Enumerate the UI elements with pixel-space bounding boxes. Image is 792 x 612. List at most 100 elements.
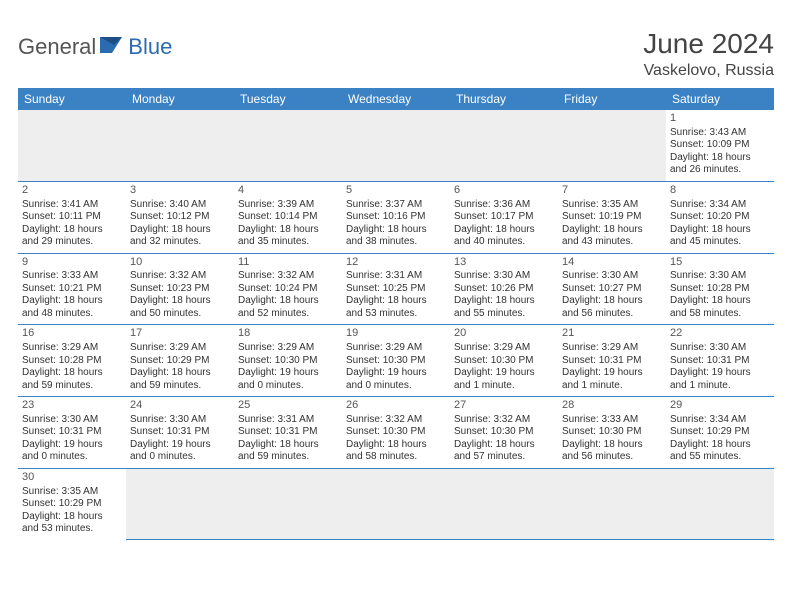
location: Vaskelovo, Russia bbox=[643, 62, 774, 80]
daylight-line1: Daylight: 18 hours bbox=[346, 224, 446, 237]
daylight-line2: and 43 minutes. bbox=[562, 236, 662, 249]
daylight-line1: Daylight: 18 hours bbox=[670, 295, 770, 308]
sunrise-text: Sunrise: 3:37 AM bbox=[346, 199, 446, 212]
calendar-table: Sunday Monday Tuesday Wednesday Thursday… bbox=[18, 88, 774, 540]
daylight-line1: Daylight: 19 hours bbox=[238, 367, 338, 380]
day-number: 17 bbox=[130, 327, 230, 341]
calendar-day-cell: 21Sunrise: 3:29 AMSunset: 10:31 PMDaylig… bbox=[558, 325, 666, 397]
sunset-text: Sunset: 10:25 PM bbox=[346, 283, 446, 296]
sunset-text: Sunset: 10:28 PM bbox=[22, 355, 122, 368]
day-number: 29 bbox=[670, 399, 770, 413]
weekday-header: Sunday bbox=[18, 88, 126, 110]
sunset-text: Sunset: 10:19 PM bbox=[562, 211, 662, 224]
sunrise-text: Sunrise: 3:32 AM bbox=[130, 270, 230, 283]
sunset-text: Sunset: 10:31 PM bbox=[22, 426, 122, 439]
daylight-line2: and 56 minutes. bbox=[562, 308, 662, 321]
calendar-day-cell bbox=[234, 468, 342, 539]
calendar-day-cell: 16Sunrise: 3:29 AMSunset: 10:28 PMDaylig… bbox=[18, 325, 126, 397]
calendar-day-cell: 13Sunrise: 3:30 AMSunset: 10:26 PMDaylig… bbox=[450, 253, 558, 325]
calendar-week-row: 30Sunrise: 3:35 AMSunset: 10:29 PMDaylig… bbox=[18, 468, 774, 539]
daylight-line1: Daylight: 18 hours bbox=[22, 224, 122, 237]
calendar-day-cell bbox=[558, 110, 666, 181]
daylight-line1: Daylight: 18 hours bbox=[670, 439, 770, 452]
sunset-text: Sunset: 10:30 PM bbox=[454, 426, 554, 439]
day-number: 19 bbox=[346, 327, 446, 341]
daylight-line1: Daylight: 18 hours bbox=[130, 224, 230, 237]
day-number: 3 bbox=[130, 184, 230, 198]
title-block: June 2024 Vaskelovo, Russia bbox=[643, 28, 774, 80]
sunset-text: Sunset: 10:23 PM bbox=[130, 283, 230, 296]
sunset-text: Sunset: 10:14 PM bbox=[238, 211, 338, 224]
calendar-day-cell: 14Sunrise: 3:30 AMSunset: 10:27 PMDaylig… bbox=[558, 253, 666, 325]
daylight-line2: and 59 minutes. bbox=[22, 380, 122, 393]
calendar-day-cell bbox=[342, 468, 450, 539]
weekday-header: Thursday bbox=[450, 88, 558, 110]
sunrise-text: Sunrise: 3:29 AM bbox=[130, 342, 230, 355]
weekday-header: Wednesday bbox=[342, 88, 450, 110]
day-number: 14 bbox=[562, 256, 662, 270]
calendar-day-cell: 6Sunrise: 3:36 AMSunset: 10:17 PMDayligh… bbox=[450, 181, 558, 253]
calendar-day-cell: 20Sunrise: 3:29 AMSunset: 10:30 PMDaylig… bbox=[450, 325, 558, 397]
sunset-text: Sunset: 10:30 PM bbox=[346, 355, 446, 368]
sunrise-text: Sunrise: 3:34 AM bbox=[670, 199, 770, 212]
brand-part2: Blue bbox=[128, 34, 172, 60]
calendar-day-cell: 2Sunrise: 3:41 AMSunset: 10:11 PMDayligh… bbox=[18, 181, 126, 253]
calendar-day-cell: 22Sunrise: 3:30 AMSunset: 10:31 PMDaylig… bbox=[666, 325, 774, 397]
daylight-line1: Daylight: 18 hours bbox=[454, 224, 554, 237]
daylight-line1: Daylight: 19 hours bbox=[454, 367, 554, 380]
sunset-text: Sunset: 10:30 PM bbox=[562, 426, 662, 439]
sunrise-text: Sunrise: 3:30 AM bbox=[670, 270, 770, 283]
calendar-day-cell: 24Sunrise: 3:30 AMSunset: 10:31 PMDaylig… bbox=[126, 397, 234, 469]
day-number: 5 bbox=[346, 184, 446, 198]
header: General Blue June 2024 Vaskelovo, Russia bbox=[18, 28, 774, 80]
sunrise-text: Sunrise: 3:32 AM bbox=[238, 270, 338, 283]
sunset-text: Sunset: 10:30 PM bbox=[238, 355, 338, 368]
month-title: June 2024 bbox=[643, 28, 774, 60]
daylight-line1: Daylight: 18 hours bbox=[346, 295, 446, 308]
daylight-line1: Daylight: 18 hours bbox=[22, 367, 122, 380]
calendar-week-row: 23Sunrise: 3:30 AMSunset: 10:31 PMDaylig… bbox=[18, 397, 774, 469]
sunrise-text: Sunrise: 3:43 AM bbox=[670, 127, 770, 140]
daylight-line2: and 38 minutes. bbox=[346, 236, 446, 249]
daylight-line1: Daylight: 18 hours bbox=[238, 224, 338, 237]
sunrise-text: Sunrise: 3:29 AM bbox=[346, 342, 446, 355]
daylight-line2: and 0 minutes. bbox=[238, 380, 338, 393]
daylight-line1: Daylight: 18 hours bbox=[130, 295, 230, 308]
calendar-day-cell: 19Sunrise: 3:29 AMSunset: 10:30 PMDaylig… bbox=[342, 325, 450, 397]
sunrise-text: Sunrise: 3:33 AM bbox=[562, 414, 662, 427]
calendar-day-cell bbox=[450, 110, 558, 181]
calendar-day-cell: 10Sunrise: 3:32 AMSunset: 10:23 PMDaylig… bbox=[126, 253, 234, 325]
daylight-line2: and 0 minutes. bbox=[346, 380, 446, 393]
sunrise-text: Sunrise: 3:40 AM bbox=[130, 199, 230, 212]
sunset-text: Sunset: 10:31 PM bbox=[130, 426, 230, 439]
daylight-line2: and 58 minutes. bbox=[670, 308, 770, 321]
sunrise-text: Sunrise: 3:29 AM bbox=[238, 342, 338, 355]
daylight-line2: and 1 minute. bbox=[562, 380, 662, 393]
calendar-head: Sunday Monday Tuesday Wednesday Thursday… bbox=[18, 88, 774, 110]
sunset-text: Sunset: 10:31 PM bbox=[670, 355, 770, 368]
daylight-line1: Daylight: 18 hours bbox=[562, 224, 662, 237]
daylight-line1: Daylight: 18 hours bbox=[238, 295, 338, 308]
calendar-day-cell: 3Sunrise: 3:40 AMSunset: 10:12 PMDayligh… bbox=[126, 181, 234, 253]
daylight-line2: and 59 minutes. bbox=[238, 451, 338, 464]
sunrise-text: Sunrise: 3:32 AM bbox=[346, 414, 446, 427]
weekday-header: Monday bbox=[126, 88, 234, 110]
calendar-day-cell: 25Sunrise: 3:31 AMSunset: 10:31 PMDaylig… bbox=[234, 397, 342, 469]
day-number: 30 bbox=[22, 471, 122, 485]
daylight-line1: Daylight: 18 hours bbox=[346, 439, 446, 452]
daylight-line1: Daylight: 18 hours bbox=[238, 439, 338, 452]
calendar-day-cell: 18Sunrise: 3:29 AMSunset: 10:30 PMDaylig… bbox=[234, 325, 342, 397]
sunrise-text: Sunrise: 3:30 AM bbox=[562, 270, 662, 283]
calendar-day-cell: 23Sunrise: 3:30 AMSunset: 10:31 PMDaylig… bbox=[18, 397, 126, 469]
sunrise-text: Sunrise: 3:35 AM bbox=[22, 486, 122, 499]
calendar-week-row: 1Sunrise: 3:43 AMSunset: 10:09 PMDayligh… bbox=[18, 110, 774, 181]
daylight-line2: and 45 minutes. bbox=[670, 236, 770, 249]
calendar-day-cell: 28Sunrise: 3:33 AMSunset: 10:30 PMDaylig… bbox=[558, 397, 666, 469]
day-number: 25 bbox=[238, 399, 338, 413]
day-number: 13 bbox=[454, 256, 554, 270]
day-number: 20 bbox=[454, 327, 554, 341]
sunset-text: Sunset: 10:27 PM bbox=[562, 283, 662, 296]
daylight-line1: Daylight: 18 hours bbox=[562, 439, 662, 452]
sunset-text: Sunset: 10:30 PM bbox=[346, 426, 446, 439]
daylight-line2: and 55 minutes. bbox=[670, 451, 770, 464]
